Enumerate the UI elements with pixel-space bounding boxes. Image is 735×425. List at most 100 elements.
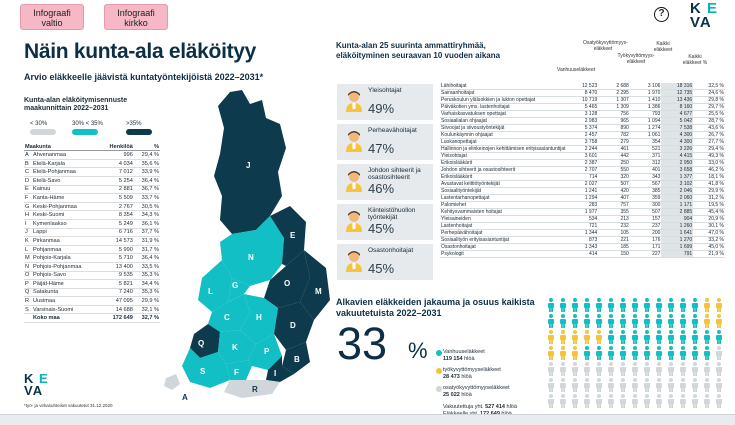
occupation-name: Päiväkotien yms. lastenhoitajat (440, 103, 567, 111)
occupation-name: Sosiaalityön erityisasiantuntijat (440, 236, 567, 244)
map-letter-s: S (200, 367, 206, 376)
region-name: Etelä-Savo (32, 176, 100, 186)
person-icon (620, 330, 626, 344)
occupation-vanhuus: 2 244 (566, 145, 599, 153)
occupation-osittainen: 320 (598, 173, 630, 181)
table-row: Yleisaineiden 534 213 157 904 20,9 % (440, 215, 725, 223)
legend-item-high: >35% (126, 121, 152, 135)
region-pct: 34,3 % (133, 210, 160, 220)
region-pct: 30,5 % (133, 202, 160, 212)
map-letter-e: E (290, 231, 296, 240)
finland-map: J N E L G O M C H D Q K P B I F S R A (164, 90, 330, 402)
occupation-name: Sairaanhoitajat (440, 89, 567, 97)
map-region-k (218, 330, 256, 364)
occupation-name: Avustavat keittiötyöntekijät (440, 180, 567, 188)
occupation-kaikki: 3 102 (661, 180, 694, 188)
table-row: Siivoojat ja siivoustyöntekijät 5 374 890 1… (440, 124, 725, 132)
infografi-kirkko-button[interactable]: Infograafi kirkko (104, 4, 168, 30)
occupation-vanhuus: 2 457 (566, 131, 599, 139)
region-pct: 35,3 % (133, 288, 160, 298)
region-people: 47 095 (99, 296, 134, 306)
occupation-table: Lähihoitajat 12 523 2 688 3 106 18 316 32,5 %… (440, 83, 725, 258)
total-unit: hlöä (506, 404, 517, 410)
keva-logo-bottom: K E VA (24, 371, 49, 398)
occupation-kaikki: 18 316 (661, 83, 694, 90)
distribution-swatch (436, 368, 442, 374)
person-icon (608, 346, 614, 360)
table-row: O Pohjois-Savo 9 535 35,3 % (24, 271, 160, 281)
map-region-f (226, 360, 252, 380)
table-row: Avustavat keittiötyöntekijät 2 027 507 567 3… (440, 180, 725, 188)
map-region-h (240, 294, 278, 344)
occupation-vanhuus: 1 241 (566, 187, 599, 195)
occupation-tyokyvyttomyys: 312 (629, 159, 662, 167)
occupation-kaikki-pct: 29,8 % (693, 96, 725, 104)
occupation-osittainen: 965 (598, 117, 630, 125)
head-nurse-avatar-icon (346, 251, 362, 272)
occupation-osittainen: 2 295 (598, 89, 630, 97)
person-icon (680, 362, 686, 376)
person-icon (692, 346, 698, 360)
table-row: Perhepäivähoitajat 1 344 105 200 1 641 47,0 % (440, 229, 725, 237)
occupation-name: Sosiaalityöntekijät (440, 187, 567, 195)
region-code: M (24, 253, 32, 263)
legend-label: < 30% (30, 121, 48, 127)
distribution-swatch (436, 350, 442, 356)
maintenance-avatar-icon (346, 211, 362, 232)
occupation-tyokyvyttomyys: 385 (629, 187, 662, 195)
distribution-unit: hlöä (461, 391, 472, 398)
region-name: Pirkanmaa (32, 236, 100, 246)
occupation-osittainen: 442 (598, 152, 630, 160)
occupation-group-card (337, 124, 433, 160)
table-row: Yleisohtajat 3 601 442 371 4 415 49,3 % (440, 152, 725, 160)
occupation-name: Siivoojat ja siivoustyöntekijät (440, 124, 567, 132)
person-icon (632, 394, 638, 408)
table-row: Lastentarhanopettajat 1 294 407 359 2 060 31,… (440, 194, 725, 202)
table-total-row: Koko maa 172 649 32,7 % (24, 313, 160, 324)
region-name: Uusimaa (32, 296, 100, 306)
bottom-scrollbar[interactable] (0, 414, 735, 425)
table-row: Koulunkäynnin ohjaajat 2 457 782 1 061 4 300… (440, 131, 725, 139)
region-code: S (24, 305, 32, 315)
region-table: Maakunta Henkilöä % A Ahvenanmaa 996 29,4 %… (24, 143, 160, 324)
table-row: Johdon sihteerit ja osastosihteerit 2 707… (440, 166, 725, 174)
occupation-name: Peruskoulun yläluokkien ja lukion opetta… (440, 96, 567, 104)
person-icon (692, 362, 698, 376)
map-letter-l: L (208, 287, 213, 296)
region-people: 6 716 (99, 228, 134, 238)
person-icon (632, 298, 638, 312)
person-icon (560, 346, 566, 360)
keva-logo: K E VA (690, 0, 719, 31)
person-icon (548, 346, 554, 360)
occupation-kaikki: 1 171 (661, 201, 694, 209)
region-name: Lappi (32, 228, 100, 238)
region-code: N (24, 262, 32, 272)
person-icon (668, 298, 674, 312)
person-icon (656, 362, 662, 376)
region-people: 7 012 (99, 167, 134, 177)
occupation-kaikki-pct: 45,4 % (693, 208, 725, 216)
region-code: R (24, 296, 32, 306)
occupation-tyokyvyttomyys: 507 (629, 208, 662, 216)
occupation-vanhuus: 2 387 (566, 159, 599, 167)
person-icon (680, 378, 686, 392)
occupation-osittainen: 185 (598, 243, 630, 251)
group-pct: 47% (368, 141, 395, 156)
person-icon (644, 362, 650, 376)
occupation-group-card (337, 164, 433, 200)
person-icon (608, 394, 614, 408)
occupation-kaikki: 4 300 (661, 131, 694, 139)
infografi-valtio-button[interactable]: Infograafi valtio (20, 4, 84, 30)
occupation-tyokyvyttomyys: 171 (629, 243, 662, 251)
occupation-kaikki: 4 300 (661, 138, 694, 146)
group-pct: 45% (368, 221, 395, 236)
person-icon (656, 346, 662, 360)
table-row: Peruskoulun yläluokkien ja lukion opetta… (440, 96, 725, 104)
person-icon (572, 330, 578, 344)
col-header-kaikki-pct: Kaikki eläkkeet % (682, 54, 708, 66)
occupation-vanhuus: 10 719 (566, 96, 599, 104)
region-name: Etelä-Pohjanmaa (32, 167, 100, 177)
question-circle-icon[interactable]: ? (654, 7, 669, 22)
map-letter-o: O (284, 279, 290, 288)
region-people: 7 240 (99, 288, 134, 298)
